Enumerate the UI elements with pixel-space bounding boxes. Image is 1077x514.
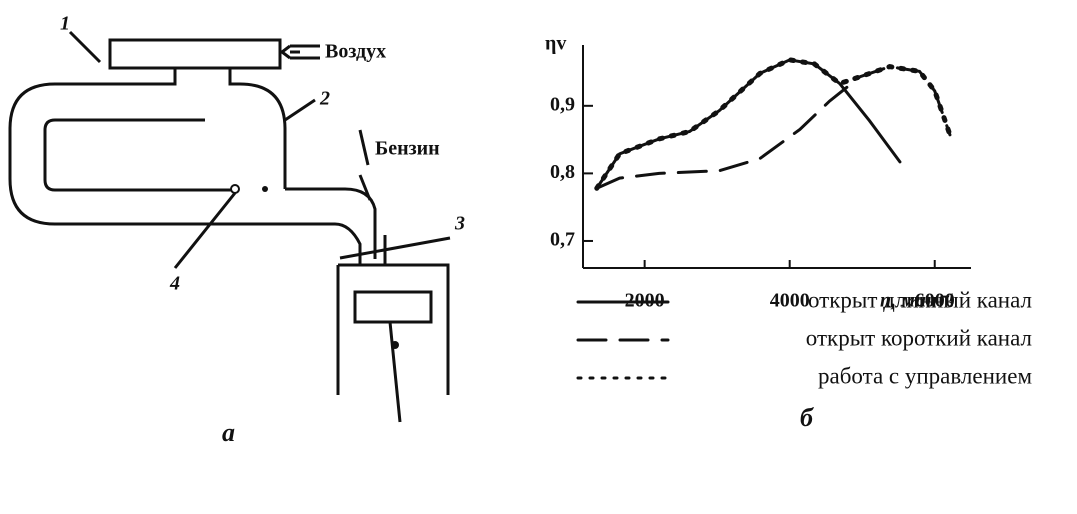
caption-b: б xyxy=(800,403,814,432)
air-filter xyxy=(108,38,282,70)
intake-channels xyxy=(8,68,287,226)
label-1: 1 xyxy=(60,13,70,35)
fuel-label: Бензин xyxy=(375,138,440,160)
caption-a: а xyxy=(222,418,235,447)
air-arrow xyxy=(279,44,320,60)
leader-lines xyxy=(68,30,451,269)
x-axis-label: n, мин⁻¹ xyxy=(880,290,954,312)
piston-pin xyxy=(391,341,399,349)
y-tick-label: 0,9 xyxy=(550,93,575,115)
valve-4 xyxy=(230,184,240,194)
series-line xyxy=(595,65,952,190)
schematic: 1 2 3 4 Воздух Бензин а xyxy=(8,13,465,447)
legend-label: открыт короткий канал xyxy=(806,325,1032,350)
y-axis-label: ηv xyxy=(545,33,566,55)
intake-pipe xyxy=(235,187,377,264)
label-2: 2 xyxy=(319,88,330,110)
legend-label: открыт длинный канал xyxy=(808,287,1032,312)
y-tick-label: 0,7 xyxy=(550,229,575,251)
valve-pivot xyxy=(262,186,268,192)
injector xyxy=(358,129,372,201)
x-tick-label: 4000 xyxy=(770,290,810,312)
series-line xyxy=(594,57,953,191)
legend-label: работа с управлением xyxy=(818,363,1032,388)
label-4: 4 xyxy=(169,273,180,295)
cylinder xyxy=(336,235,450,423)
air-label: Воздух xyxy=(325,41,386,63)
label-3: 3 xyxy=(454,213,465,235)
x-tick-label: 6000 xyxy=(915,290,955,312)
y-tick-label: 0,8 xyxy=(550,161,575,183)
